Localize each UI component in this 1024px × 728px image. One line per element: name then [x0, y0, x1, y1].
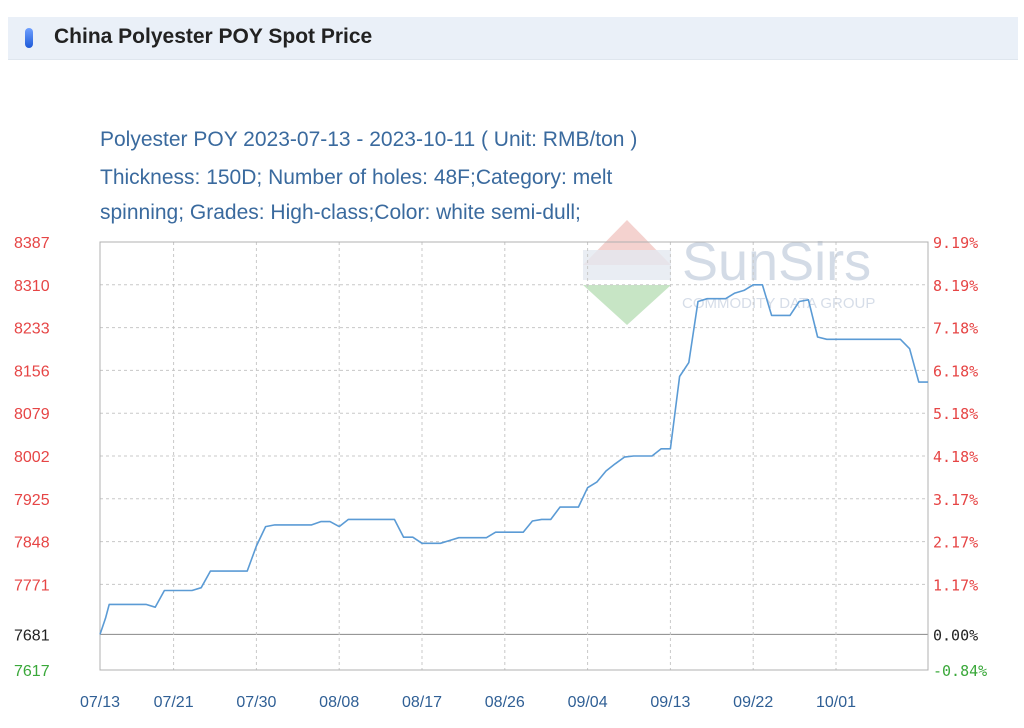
x-axis-labels: 07/13 07/21 07/30 08/08 08/17 08/26 09/04 09/13…	[80, 694, 856, 711]
x-tick-label: 08/26	[485, 694, 525, 711]
y-tick-right: -0.84%	[933, 662, 987, 680]
y-tick-left: 8002	[14, 449, 50, 466]
y-tick-left: 7848	[14, 535, 50, 552]
y-axis-left-labels: 8387 8310 8233 8156 8079 8002 7925 7848 7771 7681…	[14, 235, 50, 680]
y-tick-left: 8233	[14, 321, 50, 338]
chart-grid	[100, 242, 928, 670]
chart-spec-line-2: spinning; Grades: High-class;Color: whit…	[100, 201, 581, 224]
chart-spec-line-1: Thickness: 150D; Number of holes: 48F;Ca…	[100, 166, 613, 189]
y-tick-right: 0.00%	[933, 626, 978, 644]
x-tick-label: 10/01	[816, 694, 856, 711]
y-tick-right: 8.19%	[933, 277, 978, 295]
y-tick-right: 9.19%	[933, 234, 978, 252]
watermark-logo-band	[583, 250, 671, 280]
x-tick-label: 09/22	[733, 694, 773, 711]
x-tick-label: 07/13	[80, 694, 120, 711]
y-tick-left: 7617	[14, 663, 50, 680]
y-tick-left: 8387	[14, 235, 50, 252]
y-tick-left: 8310	[14, 278, 50, 295]
y-tick-right: 3.17%	[933, 491, 978, 509]
chart-series	[99, 283, 928, 635]
y-tick-left: 7925	[14, 492, 50, 509]
x-tick-label: 07/30	[236, 694, 276, 711]
y-tick-left: 8079	[14, 406, 50, 423]
plot-frame	[99, 241, 929, 671]
chart-title: Polyester POY 2023-07-13 - 2023-10-11 ( …	[100, 128, 638, 151]
page-title: China Polyester POY Spot Price	[54, 25, 373, 48]
y-tick-right: 4.18%	[933, 448, 978, 466]
y-tick-left: 8156	[14, 363, 50, 380]
series-line	[99, 283, 928, 635]
x-tick-label: 09/13	[650, 694, 690, 711]
y-tick-right: 7.18%	[933, 320, 978, 338]
x-tick-label: 07/21	[154, 694, 194, 711]
y-tick-left: 7681	[14, 627, 50, 644]
x-tick-label: 08/08	[319, 694, 359, 711]
watermark-brand: SunSirs	[682, 232, 871, 292]
chart-axes	[99, 241, 929, 671]
header-accent-icon	[25, 28, 33, 48]
x-tick-label: 09/04	[568, 694, 608, 711]
watermark-sub: COMMODITY DATA GROUP	[682, 295, 875, 312]
y-tick-right: 5.18%	[933, 405, 978, 423]
y-tick-right: 1.17%	[933, 576, 978, 594]
x-tick-label: 08/17	[402, 694, 442, 711]
y-axis-right-labels: 9.19% 8.19% 7.18% 6.18% 5.18% 4.18% 3.17% 2.17%…	[933, 234, 987, 680]
sunsirs-watermark: SunSirs COMMODITY DATA GROUP	[583, 220, 875, 325]
y-tick-right: 6.18%	[933, 362, 978, 380]
panel-header: China Polyester POY Spot Price	[8, 17, 1018, 60]
watermark-logo-bottom	[583, 285, 671, 325]
y-tick-left: 7771	[14, 577, 50, 594]
y-tick-right: 2.17%	[933, 534, 978, 552]
